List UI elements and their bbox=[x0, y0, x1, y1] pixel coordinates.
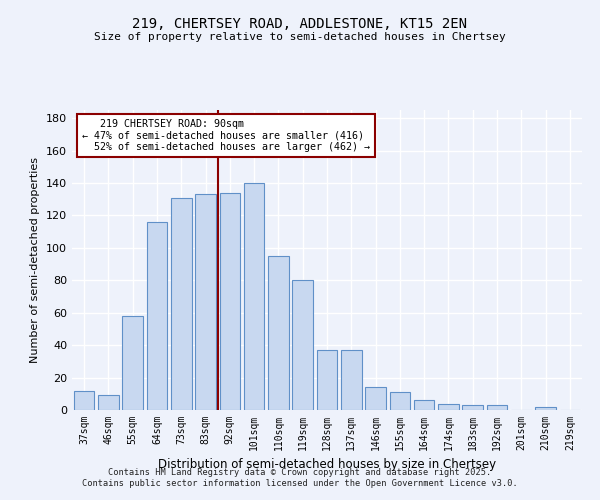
Bar bbox=[365, 388, 386, 410]
Bar bbox=[414, 400, 434, 410]
Bar bbox=[535, 407, 556, 410]
Bar bbox=[122, 316, 143, 410]
Bar bbox=[98, 396, 119, 410]
Bar bbox=[74, 390, 94, 410]
X-axis label: Distribution of semi-detached houses by size in Chertsey: Distribution of semi-detached houses by … bbox=[158, 458, 496, 471]
Bar bbox=[487, 405, 508, 410]
Bar bbox=[146, 222, 167, 410]
Bar bbox=[292, 280, 313, 410]
Bar bbox=[341, 350, 362, 410]
Bar bbox=[463, 405, 483, 410]
Bar bbox=[438, 404, 459, 410]
Text: Size of property relative to semi-detached houses in Chertsey: Size of property relative to semi-detach… bbox=[94, 32, 506, 42]
Text: 219 CHERTSEY ROAD: 90sqm
← 47% of semi-detached houses are smaller (416)
  52% o: 219 CHERTSEY ROAD: 90sqm ← 47% of semi-d… bbox=[82, 119, 370, 152]
Bar bbox=[268, 256, 289, 410]
Bar bbox=[389, 392, 410, 410]
Text: 219, CHERTSEY ROAD, ADDLESTONE, KT15 2EN: 219, CHERTSEY ROAD, ADDLESTONE, KT15 2EN bbox=[133, 18, 467, 32]
Bar bbox=[171, 198, 191, 410]
Bar bbox=[244, 183, 265, 410]
Bar bbox=[195, 194, 216, 410]
Bar bbox=[220, 192, 240, 410]
Y-axis label: Number of semi-detached properties: Number of semi-detached properties bbox=[31, 157, 40, 363]
Text: Contains HM Land Registry data © Crown copyright and database right 2025.
Contai: Contains HM Land Registry data © Crown c… bbox=[82, 468, 518, 487]
Bar bbox=[317, 350, 337, 410]
